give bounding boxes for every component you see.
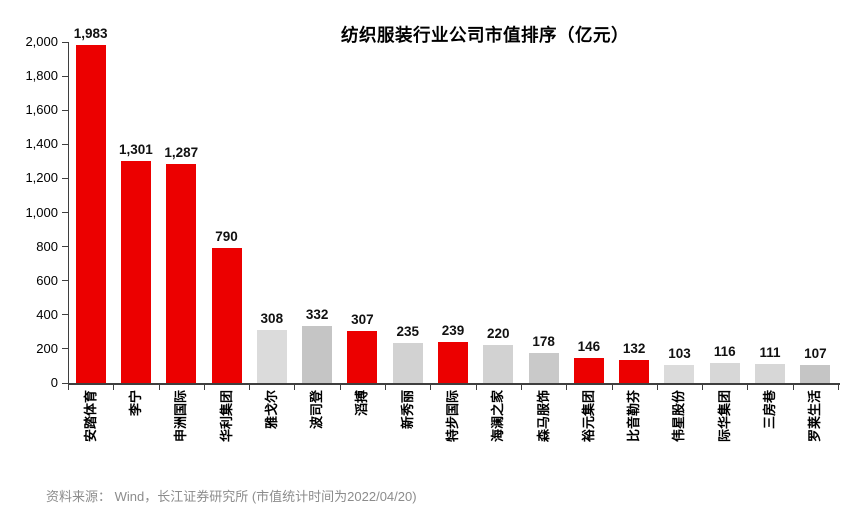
bar xyxy=(438,342,468,383)
bar-value-label: 1,983 xyxy=(73,25,108,41)
y-axis-tick-label: 2,000 xyxy=(25,34,58,49)
x-axis-label: 波司登 xyxy=(309,390,325,430)
x-axis-tick xyxy=(249,385,251,390)
x-axis-label: 罗莱生活 xyxy=(807,390,823,443)
y-axis-tick xyxy=(62,41,68,43)
bar xyxy=(664,365,695,383)
bar xyxy=(528,352,559,383)
bar xyxy=(483,345,514,383)
bar xyxy=(211,248,242,383)
x-axis-tick xyxy=(520,385,522,390)
x-axis-tick xyxy=(158,385,160,390)
bar-value-label: 235 xyxy=(396,323,419,339)
x-axis-label: 比音勒芬 xyxy=(626,390,642,443)
bar-value-label: 307 xyxy=(351,311,374,327)
x-axis-tick xyxy=(702,385,704,390)
x-axis-tick xyxy=(611,385,613,390)
y-axis-tick xyxy=(62,212,68,213)
y-axis-tick-label: 1,600 xyxy=(25,102,58,118)
y-axis-tick xyxy=(62,109,68,111)
bar-value-label: 107 xyxy=(804,345,827,361)
bar-value-label: 1,287 xyxy=(164,144,199,160)
y-axis-tick-label: 1,400 xyxy=(25,136,58,152)
y-axis-tick xyxy=(62,246,68,248)
bar xyxy=(573,358,604,383)
bar xyxy=(755,364,786,383)
x-axis-label: 裕元集团 xyxy=(580,390,596,443)
x-axis-label: 安踏体育 xyxy=(82,390,98,443)
x-axis-line xyxy=(68,383,840,385)
x-axis-tick xyxy=(838,385,839,390)
x-axis-label: 滔搏 xyxy=(354,390,370,417)
x-axis-label: 李宁 xyxy=(127,390,143,417)
x-axis-label: 三房巷 xyxy=(762,390,778,430)
y-axis-tick-label: 1,200 xyxy=(25,170,58,186)
bar-value-label: 1,301 xyxy=(119,142,153,158)
y-axis-tick xyxy=(62,177,68,179)
bar xyxy=(392,342,423,383)
y-axis-tick-label: 200 xyxy=(36,340,58,356)
source-note: 资料来源： Wind，长江证券研究所 (市值统计时间为2022/04/20) xyxy=(46,489,417,504)
bar-value-label: 111 xyxy=(759,345,781,361)
x-axis-tick xyxy=(294,385,296,390)
x-axis-tick xyxy=(113,385,115,390)
y-axis-tick-label: 400 xyxy=(36,306,58,322)
x-axis-tick xyxy=(566,385,568,390)
x-axis-label: 特步国际 xyxy=(445,390,460,443)
bar xyxy=(120,161,151,383)
bar-value-label: 239 xyxy=(441,323,465,339)
x-axis-tick xyxy=(339,385,341,390)
x-axis-tick xyxy=(68,385,69,390)
y-axis-tick xyxy=(62,314,68,316)
bar-value-label: 332 xyxy=(305,307,329,323)
x-axis-label: 森马服饰 xyxy=(535,390,551,443)
bar-value-label: 178 xyxy=(532,333,555,349)
bar xyxy=(800,364,831,383)
bar-value-label: 790 xyxy=(215,229,238,245)
x-axis-label: 际华集团 xyxy=(716,390,732,443)
x-axis-tick xyxy=(203,385,205,390)
y-axis-tick-label: 600 xyxy=(36,272,58,288)
y-axis-line xyxy=(68,42,69,383)
bar xyxy=(709,363,740,383)
bar xyxy=(619,360,650,383)
bar xyxy=(302,326,333,383)
bar xyxy=(256,330,287,383)
bar-value-label: 308 xyxy=(260,311,284,327)
y-axis-tick-label: 1,800 xyxy=(25,68,58,84)
x-axis-tick xyxy=(475,385,477,390)
x-axis-label: 雅戈尔 xyxy=(263,390,279,430)
x-axis-tick xyxy=(430,385,432,390)
bar-value-label: 116 xyxy=(713,344,736,360)
bar xyxy=(347,330,378,383)
y-axis-tick-label: 800 xyxy=(36,238,58,254)
x-axis-tick xyxy=(792,385,794,390)
bar-value-label: 103 xyxy=(668,346,691,362)
x-axis-tick xyxy=(385,385,387,390)
y-axis-tick xyxy=(62,348,68,350)
y-axis-tick xyxy=(62,382,68,384)
x-axis-label: 新秀丽 xyxy=(399,390,415,430)
x-axis-tick xyxy=(656,385,658,390)
x-axis-label: 伟星股份 xyxy=(671,390,687,443)
bar xyxy=(166,163,197,383)
bar-value-label: 132 xyxy=(622,341,646,357)
y-axis-tick xyxy=(62,280,68,282)
y-axis-tick xyxy=(62,143,68,145)
bar-value-label: 146 xyxy=(577,339,601,355)
bar-value-label: 220 xyxy=(487,326,510,342)
y-axis-tick xyxy=(62,75,68,77)
x-axis-label: 海澜之家 xyxy=(490,390,506,443)
chart-title: 纺织服装行业公司市值排序（亿元） xyxy=(341,25,629,45)
y-axis-tick-label: 0 xyxy=(50,375,58,390)
x-axis-tick xyxy=(747,385,749,390)
x-axis-label: 申洲国际 xyxy=(173,390,189,443)
bar xyxy=(75,44,106,383)
y-axis-tick-label: 1,000 xyxy=(25,204,58,220)
x-axis-label: 华利集团 xyxy=(218,390,234,443)
